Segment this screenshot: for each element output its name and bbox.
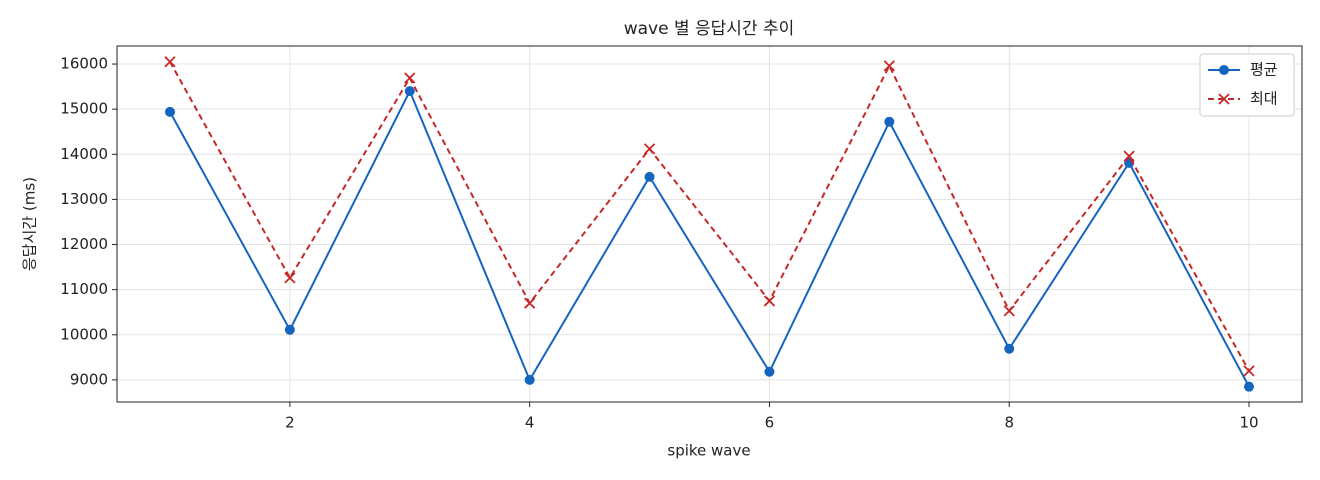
y-tick-label: 16000	[60, 55, 108, 73]
point	[764, 366, 775, 377]
chart-title: wave 별 응답시간 추이	[624, 19, 795, 39]
point	[1123, 150, 1135, 162]
line	[169, 61, 1250, 372]
point	[1243, 365, 1255, 377]
legend-label: 최대	[1250, 90, 1278, 108]
point	[643, 143, 656, 155]
point	[404, 72, 416, 84]
point	[164, 56, 176, 68]
point	[1244, 381, 1255, 392]
plot-frame	[116, 45, 1303, 403]
x-tick-label: 4	[525, 414, 535, 432]
legend-frame	[1199, 53, 1295, 117]
y-tick-label: 9000	[70, 370, 108, 388]
y-tick-label: 12000	[60, 235, 108, 253]
x-tick-label: 6	[765, 414, 775, 432]
point	[524, 374, 535, 385]
point	[1004, 343, 1015, 354]
point	[284, 324, 295, 335]
point	[763, 295, 776, 307]
legend-marker	[1219, 65, 1229, 75]
point	[1003, 305, 1015, 317]
x-axis-label: spike wave	[667, 442, 750, 460]
y-tick-label: 15000	[60, 100, 108, 118]
x-tick-label: 2	[285, 414, 295, 432]
point	[524, 297, 536, 309]
y-tick-label: 11000	[60, 280, 108, 298]
point	[284, 272, 296, 284]
y-tick-label: 14000	[60, 145, 108, 163]
x-tick-label: 10	[1239, 414, 1258, 432]
point	[644, 171, 655, 182]
y-axis-label: 응답시간 (ms)	[21, 177, 39, 271]
x-tick-label: 8	[1004, 414, 1014, 432]
point	[884, 116, 895, 127]
y-tick-label: 10000	[60, 325, 108, 343]
y-tick-label: 13000	[60, 190, 108, 208]
legend-marker	[1218, 93, 1230, 105]
point	[883, 60, 895, 72]
point	[164, 106, 175, 117]
point	[404, 86, 415, 97]
legend-label: 평균	[1250, 61, 1278, 79]
line	[169, 88, 1250, 388]
